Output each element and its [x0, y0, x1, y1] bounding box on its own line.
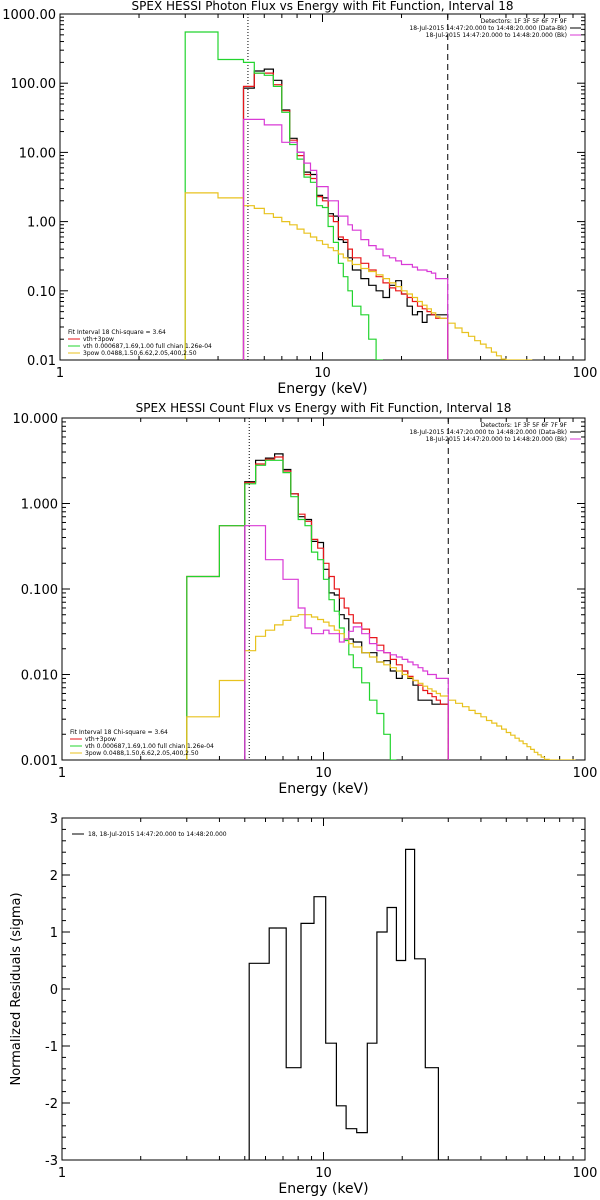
y-tick-label: 3: [50, 812, 58, 827]
y-tick-label: -2: [45, 1097, 58, 1112]
series-power_law: [186, 614, 576, 760]
plot-frame: [61, 417, 586, 761]
chart-title: SPEX HESSI Count Flux vs Energy with Fit…: [136, 401, 512, 415]
legend-entry: 3pow 0.0488,1.50,6.62,2.05,400,2.50: [85, 750, 199, 757]
x-tick-label: 100: [573, 766, 598, 781]
legend-entry: 18-Jul-2015 14:47:20.000 to 14:48:20.000…: [426, 32, 567, 39]
y-tick-label: 0.01: [27, 354, 56, 369]
chart-panel-2: SPEX HESSI Count Flux vs Energy with Fit…: [13, 401, 598, 797]
y-tick-label: 2: [50, 869, 58, 884]
y-tick-label: 0.001: [21, 754, 58, 769]
chart-title: SPEX HESSI Photon Flux vs Energy with Fi…: [132, 0, 514, 13]
x-tick-label: 10: [315, 766, 332, 781]
y-tick-label: 0.100: [21, 583, 58, 598]
legend-bottom-left: Fit Interval 18 Chi-square = 3.64vth+3po…: [70, 729, 214, 757]
series-power_law: [184, 192, 533, 360]
y-tick-label: 1.000: [21, 498, 58, 513]
y-tick-label: 10.000: [13, 412, 59, 427]
x-tick-label: 1: [56, 366, 64, 381]
x-tick-label: 100: [573, 1166, 598, 1181]
legend-bottom-left: Fit Interval 18 Chi-square = 3.64vth+3po…: [68, 329, 212, 357]
series-total: [248, 848, 449, 1160]
x-axis-label: Energy (keV): [277, 381, 367, 397]
y-tick-label: 1: [50, 926, 58, 941]
legend-entry: Fit Interval 18 Chi-square = 3.64: [70, 729, 168, 736]
chart-panel-1: SPEX HESSI Photon Flux vs Energy with Fi…: [2, 0, 597, 397]
legend-entry: 18-Jul-2015 14:47:20.000 to 14:48:20.000…: [426, 436, 567, 443]
y-tick-label: 10.00: [19, 146, 56, 161]
legend-entry: vth+3pow: [85, 736, 116, 743]
series-total: [244, 453, 449, 760]
legend-entry: 3pow 0.0488,1.50,6.62,2.05,400,2.50: [83, 350, 197, 357]
legend-entry: Detectors: 1F 3F 5F 6F 7F 9F: [481, 18, 568, 25]
x-axis-label: Energy (keV): [278, 1181, 368, 1197]
series-group: [186, 453, 576, 760]
x-tick-label: 1: [58, 766, 66, 781]
x-tick-label: 10: [314, 366, 331, 381]
x-tick-label: 10: [315, 1166, 332, 1181]
y-tick-label: -1: [45, 1040, 58, 1055]
series-total: [242, 68, 449, 360]
y-tick-label: 0.010: [21, 669, 58, 684]
legend-top-right: Detectors: 1F 3F 5F 6F 7F 9F18-Jul-2015 …: [409, 422, 581, 443]
y-tick-label: 1.00: [27, 216, 56, 231]
y-tick-label: 0.10: [27, 285, 56, 300]
series-background_series: [242, 118, 449, 360]
y-axis-label: Normalized Residuals (sigma): [9, 892, 24, 1085]
y-tick-label: -3: [45, 1154, 58, 1169]
legend-entry: Fit Interval 18 Chi-square = 3.64: [68, 329, 166, 336]
x-axis-label: Energy (keV): [278, 781, 368, 797]
legend-entry: vth 0.000687,1.69,1.00 full chian 1.26e-…: [85, 743, 214, 750]
legend-top-right: Detectors: 1F 3F 5F 6F 7F 9F18-Jul-2015 …: [409, 18, 581, 39]
series-group: [184, 31, 533, 360]
y-tick-label: 1000.00: [2, 8, 56, 23]
series-group: [248, 848, 449, 1160]
plot-frame: [61, 817, 586, 1161]
legend-entry: 18-Jul-2015 14:47:20.000 to 14:48:20.000…: [409, 429, 567, 436]
legend-entry: vth 0.000687,1.69,1.00 full chian 1.26e-…: [83, 343, 212, 350]
series-thermal: [184, 31, 383, 360]
legend-entry: Detectors: 1F 3F 5F 6F 7F 9F: [481, 422, 568, 429]
y-tick-label: 0: [50, 983, 58, 998]
chart-panel-3: 1 10 100 -3 -2 -1 0 1 2 3 Energy (keV) Normalized R…: [9, 812, 597, 1197]
x-tick-label: 1: [58, 1166, 66, 1181]
legend-entry: vth+3pow: [83, 336, 114, 343]
series-thermal: [186, 459, 397, 760]
series-background_series: [244, 525, 449, 760]
legend-top-left: 18, 18-Jul-2015 14:47:20.000 to 14:48:20…: [72, 831, 227, 838]
series-model_sum: [242, 72, 449, 360]
legend-entry: 18-Jul-2015 14:47:20.000 to 14:48:20.000…: [409, 25, 567, 32]
series-model_sum: [186, 456, 449, 760]
y-tick-label: 100.00: [11, 77, 57, 92]
legend-entry: 18, 18-Jul-2015 14:47:20.000 to 14:48:20…: [88, 831, 227, 838]
x-tick-label: 100: [573, 366, 598, 381]
